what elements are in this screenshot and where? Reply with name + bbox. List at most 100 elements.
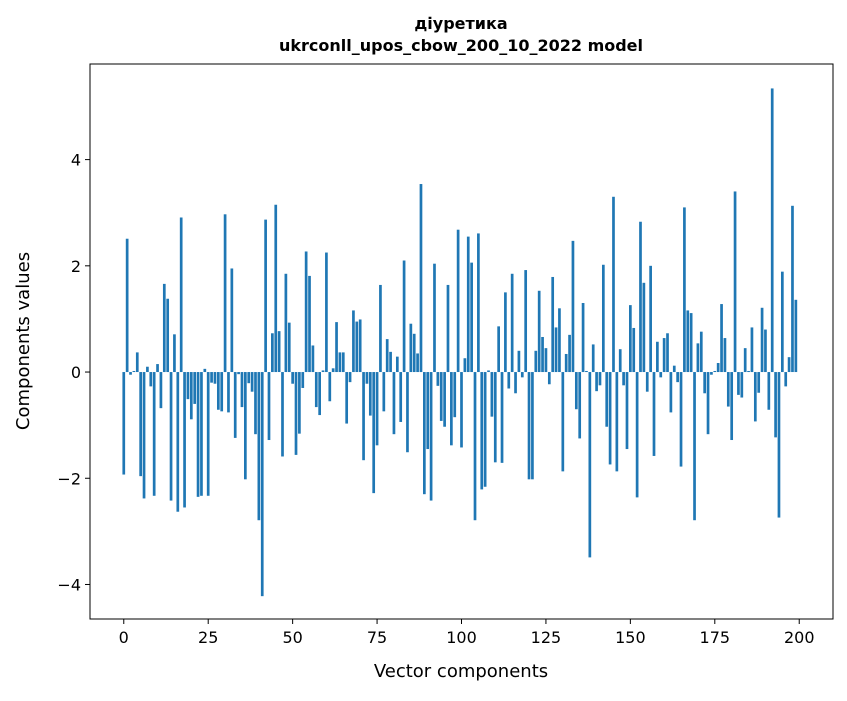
bar-139	[591, 344, 595, 373]
bar-50	[291, 372, 294, 384]
bar-67	[348, 372, 352, 383]
bar-17	[179, 217, 183, 373]
bar-35	[240, 372, 244, 408]
bar-55	[308, 275, 311, 373]
bar-180	[730, 372, 734, 441]
bar-18	[183, 372, 186, 508]
bar-165	[679, 372, 683, 467]
bar-141	[598, 372, 602, 386]
y-tick-label-4: 4	[71, 151, 81, 170]
bar-136	[581, 303, 585, 373]
bar-179	[726, 372, 730, 407]
bar-133	[571, 240, 575, 373]
y-tick-label--4: −4	[57, 575, 81, 594]
bar-129	[558, 308, 561, 373]
bar-20	[189, 372, 193, 420]
bar-127	[551, 276, 555, 373]
bar-0	[122, 372, 126, 475]
bar-45	[274, 204, 278, 373]
bar-188	[757, 372, 761, 393]
bar-78	[385, 339, 389, 373]
x-axis-label: Vector components	[374, 661, 548, 682]
bar-99	[456, 229, 460, 373]
bar-115	[510, 273, 514, 373]
bar-10	[156, 364, 159, 373]
bar-76	[379, 284, 382, 373]
bar-24	[203, 368, 207, 373]
bar-134	[574, 372, 578, 410]
bar-147	[618, 349, 622, 373]
bar-160	[662, 338, 666, 373]
bar-103	[470, 262, 473, 373]
bar-3	[132, 370, 136, 373]
bar-1	[125, 238, 129, 373]
x-axis-ticks: 0 25 50 75 100 125 150 175 200	[119, 619, 815, 647]
bar-69	[355, 321, 359, 373]
bar-83	[402, 260, 406, 373]
bar-117	[517, 350, 521, 373]
bar-176	[716, 363, 720, 373]
bar-59	[321, 370, 325, 373]
bar-130	[561, 372, 565, 472]
y-axis-ticks: −4 −2 0 2 4	[57, 151, 90, 594]
bar-151	[632, 327, 636, 373]
bar-85	[409, 323, 413, 373]
bar-7	[146, 366, 149, 373]
bar-190	[764, 329, 767, 373]
bar-34	[237, 372, 240, 375]
bar-182	[737, 372, 740, 395]
bar-22	[196, 372, 200, 497]
bar-196	[784, 372, 788, 387]
bar-150	[629, 305, 632, 373]
bar-75	[375, 372, 379, 446]
bar-119	[524, 270, 528, 373]
bar-149	[625, 372, 629, 450]
bar-152	[635, 372, 639, 498]
bar-186	[750, 327, 754, 373]
bar-82	[399, 372, 403, 422]
bar-199	[794, 299, 798, 373]
bar-124	[541, 336, 544, 373]
bar-170	[696, 343, 700, 373]
bar-112	[500, 372, 504, 463]
bar-155	[645, 372, 649, 392]
bar-46	[277, 331, 281, 373]
bar-100	[460, 372, 463, 448]
chart-subtitle: ukrconll_upos_cbow_200_10_2022 model	[279, 36, 643, 55]
bar-104	[473, 372, 477, 521]
x-tick-label-200: 200	[784, 628, 815, 647]
bar-86	[412, 333, 416, 373]
x-tick-label-175: 175	[700, 628, 731, 647]
bar-43	[267, 372, 271, 441]
bar-2	[129, 372, 132, 375]
bar-65	[341, 352, 345, 373]
bar-56	[311, 345, 315, 373]
x-tick-label-50: 50	[282, 628, 302, 647]
bar-173	[706, 372, 710, 435]
bar-144	[608, 372, 612, 465]
bar-71	[362, 372, 365, 461]
bar-15	[173, 334, 176, 373]
bar-4	[135, 352, 139, 373]
bar-25	[206, 372, 210, 496]
bar-91	[429, 372, 433, 501]
y-tick-label--2: −2	[57, 469, 81, 488]
bar-123	[537, 290, 541, 373]
bar-154	[642, 282, 646, 373]
bar-110	[493, 372, 497, 463]
bar-101	[463, 358, 467, 373]
bar-21	[193, 372, 197, 404]
x-tick-label-100: 100	[446, 628, 477, 647]
bar-120	[527, 372, 531, 480]
bar-159	[659, 372, 663, 378]
bar-178	[723, 338, 727, 373]
bar-177	[720, 304, 723, 373]
bar-53	[301, 372, 305, 388]
bar-126	[547, 372, 551, 385]
bar-168	[689, 313, 693, 373]
bar-49	[287, 322, 291, 373]
bar-57	[314, 372, 318, 408]
bar-54	[304, 251, 308, 373]
bar-93	[436, 372, 440, 386]
bar-19	[186, 372, 190, 400]
